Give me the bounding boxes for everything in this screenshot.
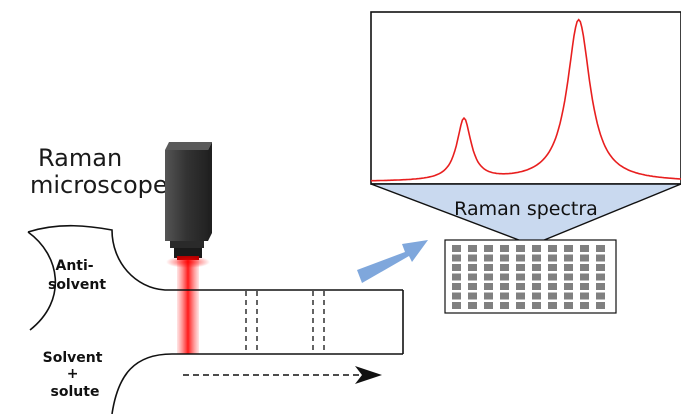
- solvent-line3: solute: [51, 384, 100, 400]
- sample-cell: [548, 254, 557, 262]
- anti-solvent-line1: Anti-: [56, 258, 94, 274]
- sample-cell: [500, 283, 509, 290]
- sample-cell: [532, 292, 541, 300]
- sample-cell: [580, 254, 589, 262]
- sample-cell: [484, 283, 493, 290]
- sample-cell: [596, 283, 605, 290]
- sample-cell: [484, 273, 493, 281]
- raman-microscope-icon: [165, 142, 212, 260]
- sample-cell: [580, 264, 589, 271]
- sample-cell: [564, 264, 573, 271]
- sample-cell: [516, 283, 525, 290]
- sample-cell: [580, 283, 589, 290]
- sample-cell: [484, 302, 493, 309]
- sample-cell: [452, 302, 461, 309]
- sample-cell: [532, 283, 541, 290]
- sample-cell: [468, 283, 477, 290]
- sample-cell: [484, 245, 493, 252]
- sample-cell: [580, 302, 589, 309]
- sample-cell: [580, 273, 589, 281]
- sample-cell: [452, 283, 461, 290]
- sample-cell: [516, 273, 525, 281]
- sample-cell: [596, 273, 605, 281]
- sample-cell: [452, 245, 461, 252]
- sample-cell: [564, 292, 573, 300]
- sample-cell: [516, 245, 525, 252]
- sample-cell: [596, 254, 605, 262]
- raman-microscope-label: Raman microscope: [30, 144, 168, 199]
- sample-cell: [548, 302, 557, 309]
- sample-cell: [596, 245, 605, 252]
- sample-cell: [564, 254, 573, 262]
- sample-cell: [452, 264, 461, 271]
- sample-cell: [500, 245, 509, 252]
- sample-cell: [468, 254, 477, 262]
- left-wall: [27, 231, 57, 331]
- sample-cell: [452, 273, 461, 281]
- raman-label-line1: Raman: [38, 144, 122, 172]
- raman-label-line2: microscope: [30, 171, 168, 199]
- transfer-arrow-icon: [357, 240, 428, 283]
- sample-cell: [500, 292, 509, 300]
- sample-cell: [484, 292, 493, 300]
- sample-cell: [532, 254, 541, 262]
- sample-cell: [500, 264, 509, 271]
- sample-cell: [468, 292, 477, 300]
- sample-cell: [548, 292, 557, 300]
- sample-cell: [532, 302, 541, 309]
- sample-cell: [580, 292, 589, 300]
- solvent-line2: +: [67, 366, 79, 382]
- flow-direction-arrow-icon: [183, 366, 382, 384]
- sample-cell: [516, 302, 525, 309]
- sample-cell: [564, 283, 573, 290]
- solvent-line1: Solvent: [43, 350, 103, 366]
- sample-cell: [468, 273, 477, 281]
- spectrum-frame: [370, 11, 681, 185]
- sample-cell: [500, 273, 509, 281]
- sample-cell: [452, 292, 461, 300]
- sample-grid: [444, 239, 617, 314]
- sample-cell: [580, 245, 589, 252]
- anti-solvent-label: Anti- solvent: [48, 258, 106, 293]
- sample-cell: [596, 264, 605, 271]
- sample-cell: [468, 245, 477, 252]
- sample-cell: [548, 245, 557, 252]
- sample-cell: [596, 292, 605, 300]
- sample-cell: [516, 254, 525, 262]
- anti-solvent-inlet-wall: [27, 224, 403, 291]
- sample-cell: [516, 292, 525, 300]
- sample-cell: [468, 264, 477, 271]
- spectrum-curve: [371, 18, 681, 182]
- sample-cell: [564, 302, 573, 309]
- solvent-inlet-wall: [111, 353, 403, 414]
- spectra-funnel: Raman spectra: [370, 183, 681, 246]
- sample-cell: [532, 264, 541, 271]
- solvent-solute-label: Solvent + solute: [43, 350, 108, 400]
- sample-cell: [564, 245, 573, 252]
- sample-cell: [500, 254, 509, 262]
- sample-cell: [452, 254, 461, 262]
- anti-solvent-line2: solvent: [48, 277, 106, 293]
- sample-cell: [484, 264, 493, 271]
- sample-cell: [548, 264, 557, 271]
- microfluidic-channel: [27, 224, 404, 414]
- sample-grid-cells: [452, 245, 605, 309]
- sample-cell: [500, 302, 509, 309]
- spectrum-panel: [370, 11, 681, 185]
- sample-cell: [532, 273, 541, 281]
- sample-cell: [484, 254, 493, 262]
- mixing-zone-markers: [245, 291, 325, 354]
- sample-cell: [532, 245, 541, 252]
- sample-cell: [468, 302, 477, 309]
- sample-cell: [564, 273, 573, 281]
- sample-cell: [596, 302, 605, 309]
- sample-cell: [516, 264, 525, 271]
- sample-cell: [548, 283, 557, 290]
- raman-spectra-label: Raman spectra: [454, 198, 598, 220]
- laser-beam: [166, 256, 210, 354]
- sample-cell: [548, 273, 557, 281]
